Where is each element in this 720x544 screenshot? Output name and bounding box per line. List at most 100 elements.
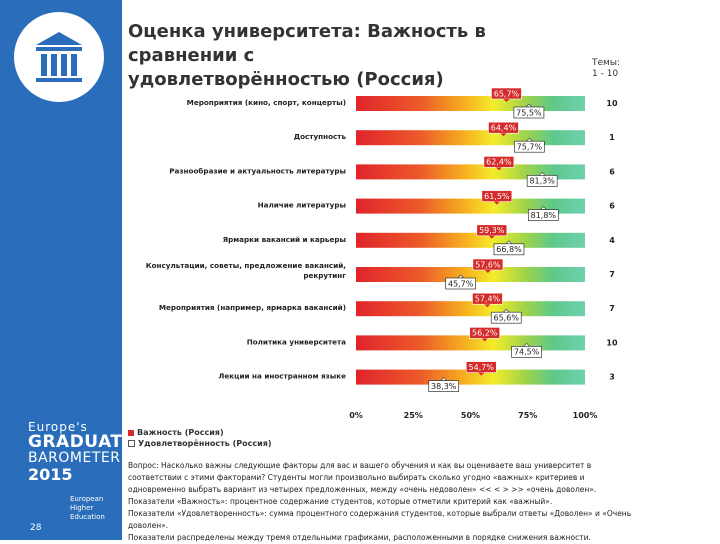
category-label-9: Лекции на иностранном языке bbox=[218, 372, 346, 381]
footnote-line7: Показатели распределены между тремя отде… bbox=[128, 533, 591, 542]
brand-graduate: GRADUATE bbox=[28, 432, 135, 452]
x-tick-label-5: 100% bbox=[573, 411, 598, 420]
footnote-line6: доволен». bbox=[128, 521, 169, 530]
importance-pointer-6 bbox=[484, 270, 491, 273]
satisfaction-marker-5 bbox=[493, 243, 525, 256]
satisfaction-value-7: 65,6% bbox=[494, 314, 520, 323]
satisfaction-value-9: 38,3% bbox=[431, 382, 457, 391]
satisfaction-value-3: 81,3% bbox=[529, 177, 555, 186]
importance-pointer-1 bbox=[503, 99, 510, 102]
category-label-2: Доступность bbox=[294, 132, 347, 141]
category-label-5: Ярмарки вакансий и карьеры bbox=[223, 235, 346, 244]
footnote-line3: одновременно выбрать вариант из четырех … bbox=[128, 485, 597, 494]
category-label-3: Разнообразие и актуальность литературы bbox=[169, 166, 346, 175]
importance-value-7: 57,4% bbox=[475, 295, 501, 304]
category-label-1: Мероприятия (кино, спорт, концерты) bbox=[187, 98, 346, 107]
barometer-brand: Europe's GRADUATE BAROMETER 2015 bbox=[28, 420, 135, 484]
x-tick-label-2: 25% bbox=[404, 411, 423, 420]
importance-value-3: 62,4% bbox=[486, 158, 512, 167]
legend-label-satisfaction: Удовлетворённость (Россия) bbox=[138, 439, 272, 448]
page-number: 28 bbox=[30, 523, 42, 533]
legend-swatch-satisfaction bbox=[128, 440, 135, 447]
title-line2: удовлетворённостью (Россия) bbox=[128, 69, 444, 90]
topic-scale-range: 1 - 10 bbox=[592, 69, 619, 79]
bar-track-7 bbox=[356, 301, 585, 317]
brand-line1: Europe's bbox=[28, 420, 88, 434]
satisfaction-marker-7 bbox=[490, 311, 522, 324]
satisfaction-marker-2 bbox=[514, 140, 545, 153]
topic-number-4: 6 bbox=[609, 202, 615, 211]
x-tick-label-3: 50% bbox=[461, 411, 480, 420]
importance-pointer-4 bbox=[493, 201, 500, 205]
topic-number-2: 1 bbox=[609, 133, 615, 142]
legend-label-importance: Важность (Россия) bbox=[137, 428, 224, 437]
satisfaction-value-4: 81,8% bbox=[531, 211, 557, 220]
topic-scale-note: Темы: 1 - 10 bbox=[592, 58, 620, 80]
satisfaction-value-8: 74,5% bbox=[514, 348, 540, 357]
importance-pointer-9 bbox=[478, 372, 485, 376]
category-label-4: Наличие литературы bbox=[258, 201, 346, 210]
footnote-line5: Показатели «Удовлетворенность»: сумма пр… bbox=[128, 509, 632, 518]
importance-value-2: 64,4% bbox=[491, 124, 517, 133]
bar-track-2 bbox=[356, 130, 585, 146]
sidebar-panel: Europe's GRADUATE BAROMETER 2015 Europea… bbox=[0, 0, 135, 540]
satisfaction-value-5: 66,8% bbox=[496, 245, 522, 254]
topic-number-3: 6 bbox=[609, 167, 615, 176]
importance-pointer-2 bbox=[500, 133, 507, 137]
bar-track-4 bbox=[356, 198, 585, 214]
chart-legend: Важность (Россия) Удовлетворённость (Рос… bbox=[128, 427, 272, 449]
x-tick-label-1: 0% bbox=[349, 411, 363, 420]
brand-barometer: BAROMETER bbox=[28, 450, 121, 466]
title-line1: Оценка университета: Важность в сравнени… bbox=[128, 21, 486, 66]
category-label-7: Мероприятия (например, ярмарка вакансий) bbox=[159, 303, 346, 312]
importance-pointer-8 bbox=[481, 338, 488, 342]
topic-number-9: 3 bbox=[609, 373, 615, 382]
bar-track-1 bbox=[356, 96, 585, 111]
satisfaction-marker-8 bbox=[511, 346, 542, 358]
importance-value-5: 59,3% bbox=[479, 226, 505, 235]
footnote-line1: Вопрос: Насколько важны следующие фактор… bbox=[128, 461, 592, 470]
topic-number-6: 7 bbox=[609, 270, 615, 279]
satisfaction-marker-6 bbox=[445, 277, 477, 290]
bar-track-5 bbox=[356, 232, 585, 248]
bar-track-6 bbox=[356, 267, 585, 282]
brand-year: 2015 bbox=[28, 465, 73, 484]
satisfaction-value-6: 45,7% bbox=[448, 279, 474, 288]
partner-line3: Education bbox=[70, 513, 105, 521]
category-label-8: Политика университета bbox=[247, 337, 346, 346]
bar-track-9 bbox=[356, 369, 585, 385]
importance-value-8: 56,2% bbox=[472, 329, 498, 338]
methodology-footnote: Вопрос: Насколько важны следующие фактор… bbox=[128, 460, 648, 544]
satisfaction-value-2: 75,7% bbox=[517, 143, 543, 152]
satisfaction-value-1: 75,5% bbox=[516, 108, 542, 117]
x-tick-label-4: 75% bbox=[518, 411, 537, 420]
university-logo bbox=[14, 12, 104, 102]
university-building-icon bbox=[36, 32, 82, 82]
satisfaction-marker-9 bbox=[428, 380, 460, 392]
importance-value-9: 54,7% bbox=[469, 363, 495, 372]
partner-logo-text: European Higher Education bbox=[70, 495, 105, 522]
satisfaction-marker-4 bbox=[527, 209, 559, 221]
partner-line1: European bbox=[70, 495, 104, 503]
footnote-line2: соответствии с этими факторами? Студенты… bbox=[128, 473, 585, 482]
category-label-6: Консультации, советы, предложение ваканс… bbox=[146, 261, 347, 280]
legend-swatch-importance bbox=[128, 429, 134, 436]
importance-pointer-5 bbox=[488, 235, 495, 239]
importance-pointer-3 bbox=[495, 167, 502, 171]
topic-number-7: 7 bbox=[609, 304, 615, 313]
partner-line2: Higher bbox=[70, 504, 94, 512]
satisfaction-marker-1 bbox=[513, 106, 545, 119]
importance-value-6: 57,6% bbox=[475, 260, 501, 269]
legend-item-importance: Важность (Россия) bbox=[128, 427, 272, 438]
topic-number-8: 10 bbox=[606, 338, 618, 347]
importance-value-4: 61,5% bbox=[484, 192, 510, 201]
importance-value-1: 65,7% bbox=[494, 89, 520, 98]
topic-number-5: 4 bbox=[609, 236, 615, 245]
page-title: Оценка университета: Важность в сравнени… bbox=[128, 20, 598, 92]
satisfaction-marker-3 bbox=[526, 175, 558, 187]
importance-pointer-7 bbox=[484, 304, 491, 308]
legend-item-satisfaction: Удовлетворённость (Россия) bbox=[128, 438, 272, 449]
topic-scale-label: Темы: bbox=[592, 58, 620, 68]
footnote-line4: Показатели «Важность»: процентное содерж… bbox=[128, 497, 553, 506]
